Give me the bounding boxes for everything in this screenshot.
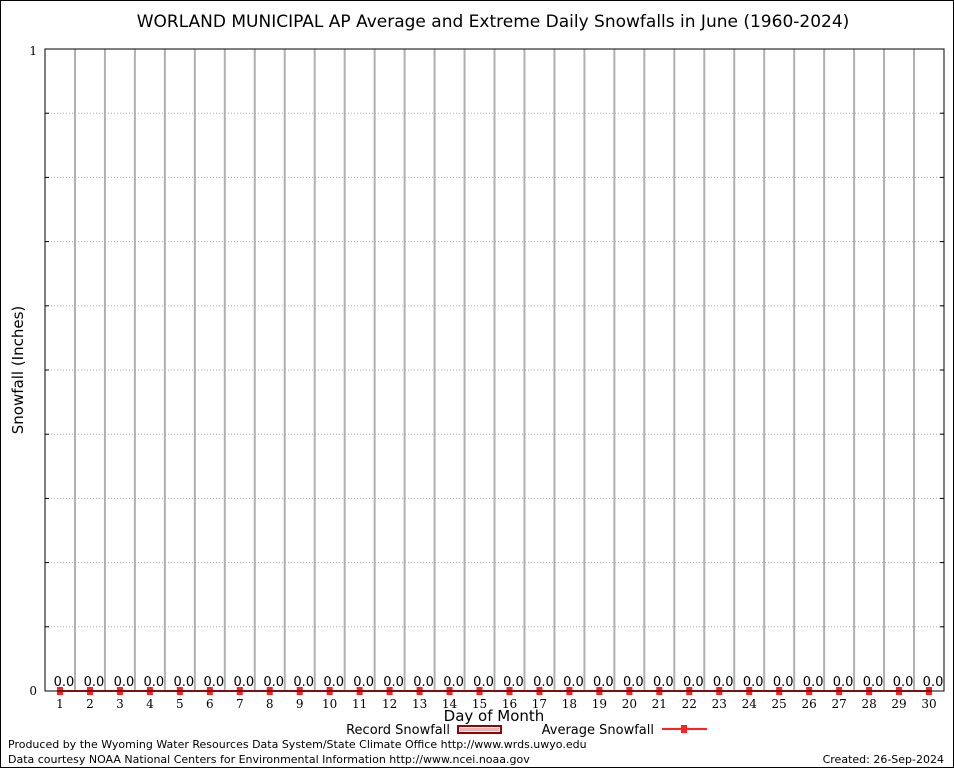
data-label: 0.0 xyxy=(174,675,195,690)
x-tick-label: 9 xyxy=(296,697,304,711)
data-label: 0.0 xyxy=(473,675,494,690)
x-tick-label: 22 xyxy=(682,697,697,711)
x-tick-label: 18 xyxy=(562,697,577,711)
x-tick-label: 17 xyxy=(532,697,547,711)
data-label: 0.0 xyxy=(203,675,224,690)
x-tick-label: 19 xyxy=(592,697,607,711)
footer-data-courtesy: Data courtesy NOAA National Centers for … xyxy=(8,753,530,766)
x-tick-label: 7 xyxy=(236,697,244,711)
plot-frame xyxy=(44,48,945,692)
y-tick-label: 1 xyxy=(29,44,37,58)
data-label: 0.0 xyxy=(323,675,344,690)
data-label: 0.0 xyxy=(293,675,314,690)
data-label: 0.0 xyxy=(533,675,554,690)
footer-produced-by: Produced by the Wyoming Water Resources … xyxy=(8,738,587,751)
x-tick-label: 20 xyxy=(622,697,637,711)
x-tick-label: 27 xyxy=(831,697,846,711)
x-tick-label: 26 xyxy=(802,697,817,711)
y-tick-label: 0 xyxy=(29,684,37,698)
x-tick-label: 15 xyxy=(472,697,487,711)
data-label: 0.0 xyxy=(144,675,165,690)
x-tick-label: 5 xyxy=(176,697,184,711)
data-label: 0.0 xyxy=(713,675,734,690)
data-label: 0.0 xyxy=(653,675,674,690)
x-tick-label: 10 xyxy=(322,697,337,711)
x-tick-label: 24 xyxy=(742,697,758,711)
x-tick-label: 16 xyxy=(502,697,517,711)
data-label: 0.0 xyxy=(593,675,614,690)
data-label: 0.0 xyxy=(54,675,75,690)
marks: 0.0 1 0.0 2 0.0 3 0.0 4 0.0 5 0.0 6 0.0 7 0.0 8 0.0 9 0.0 1… xyxy=(54,675,944,711)
legend-marker-average xyxy=(681,725,687,733)
legend-swatch-pattern xyxy=(460,728,499,731)
x-tick-label: 6 xyxy=(206,697,214,711)
x-tick-label: 25 xyxy=(772,697,787,711)
x-axis-label: Day of Month xyxy=(444,707,545,725)
data-label: 0.0 xyxy=(863,675,884,690)
x-tick-label: 3 xyxy=(116,697,124,711)
x-tick-label: 29 xyxy=(891,697,906,711)
data-label: 0.0 xyxy=(743,675,764,690)
y-axis-label: Snowfall (Inches) xyxy=(9,306,27,434)
x-tick-label: 11 xyxy=(352,697,367,711)
data-label: 0.0 xyxy=(383,675,404,690)
data-label: 0.0 xyxy=(773,675,794,690)
legend-label-average: Average Snowfall xyxy=(542,723,654,738)
data-label: 0.0 xyxy=(563,675,584,690)
data-label: 0.0 xyxy=(893,675,914,690)
x-tick-label: 21 xyxy=(652,697,667,711)
data-label: 0.0 xyxy=(623,675,644,690)
x-tick-label: 23 xyxy=(712,697,727,711)
grid xyxy=(45,49,944,691)
data-label: 0.0 xyxy=(503,675,524,690)
legend-label-record: Record Snowfall xyxy=(346,723,450,738)
data-label: 0.0 xyxy=(413,675,434,690)
data-label: 0.0 xyxy=(353,675,374,690)
x-tick-label: 14 xyxy=(442,697,458,711)
data-label: 0.0 xyxy=(114,675,135,690)
data-label: 0.0 xyxy=(443,675,464,690)
data-label: 0.0 xyxy=(233,675,254,690)
data-label: 0.0 xyxy=(683,675,704,690)
x-tick-label: 4 xyxy=(146,697,154,711)
x-tick-label: 28 xyxy=(861,697,876,711)
data-label: 0.0 xyxy=(923,675,944,690)
footer-created: Created: 26-Sep-2024 xyxy=(823,753,944,766)
x-tick-label: 8 xyxy=(266,697,274,711)
data-label: 0.0 xyxy=(833,675,854,690)
x-tick-label: 12 xyxy=(382,697,397,711)
data-label: 0.0 xyxy=(263,675,284,690)
chart-title: WORLAND MUNICIPAL AP Average and Extreme… xyxy=(137,12,850,32)
data-label: 0.0 xyxy=(803,675,824,690)
legend: Record Snowfall Average Snowfall xyxy=(346,723,707,738)
data-label: 0.0 xyxy=(84,675,105,690)
x-tick-label: 13 xyxy=(412,697,427,711)
x-tick-label: 1 xyxy=(56,697,64,711)
x-tick-label: 30 xyxy=(921,697,936,711)
x-tick-label: 2 xyxy=(86,697,94,711)
